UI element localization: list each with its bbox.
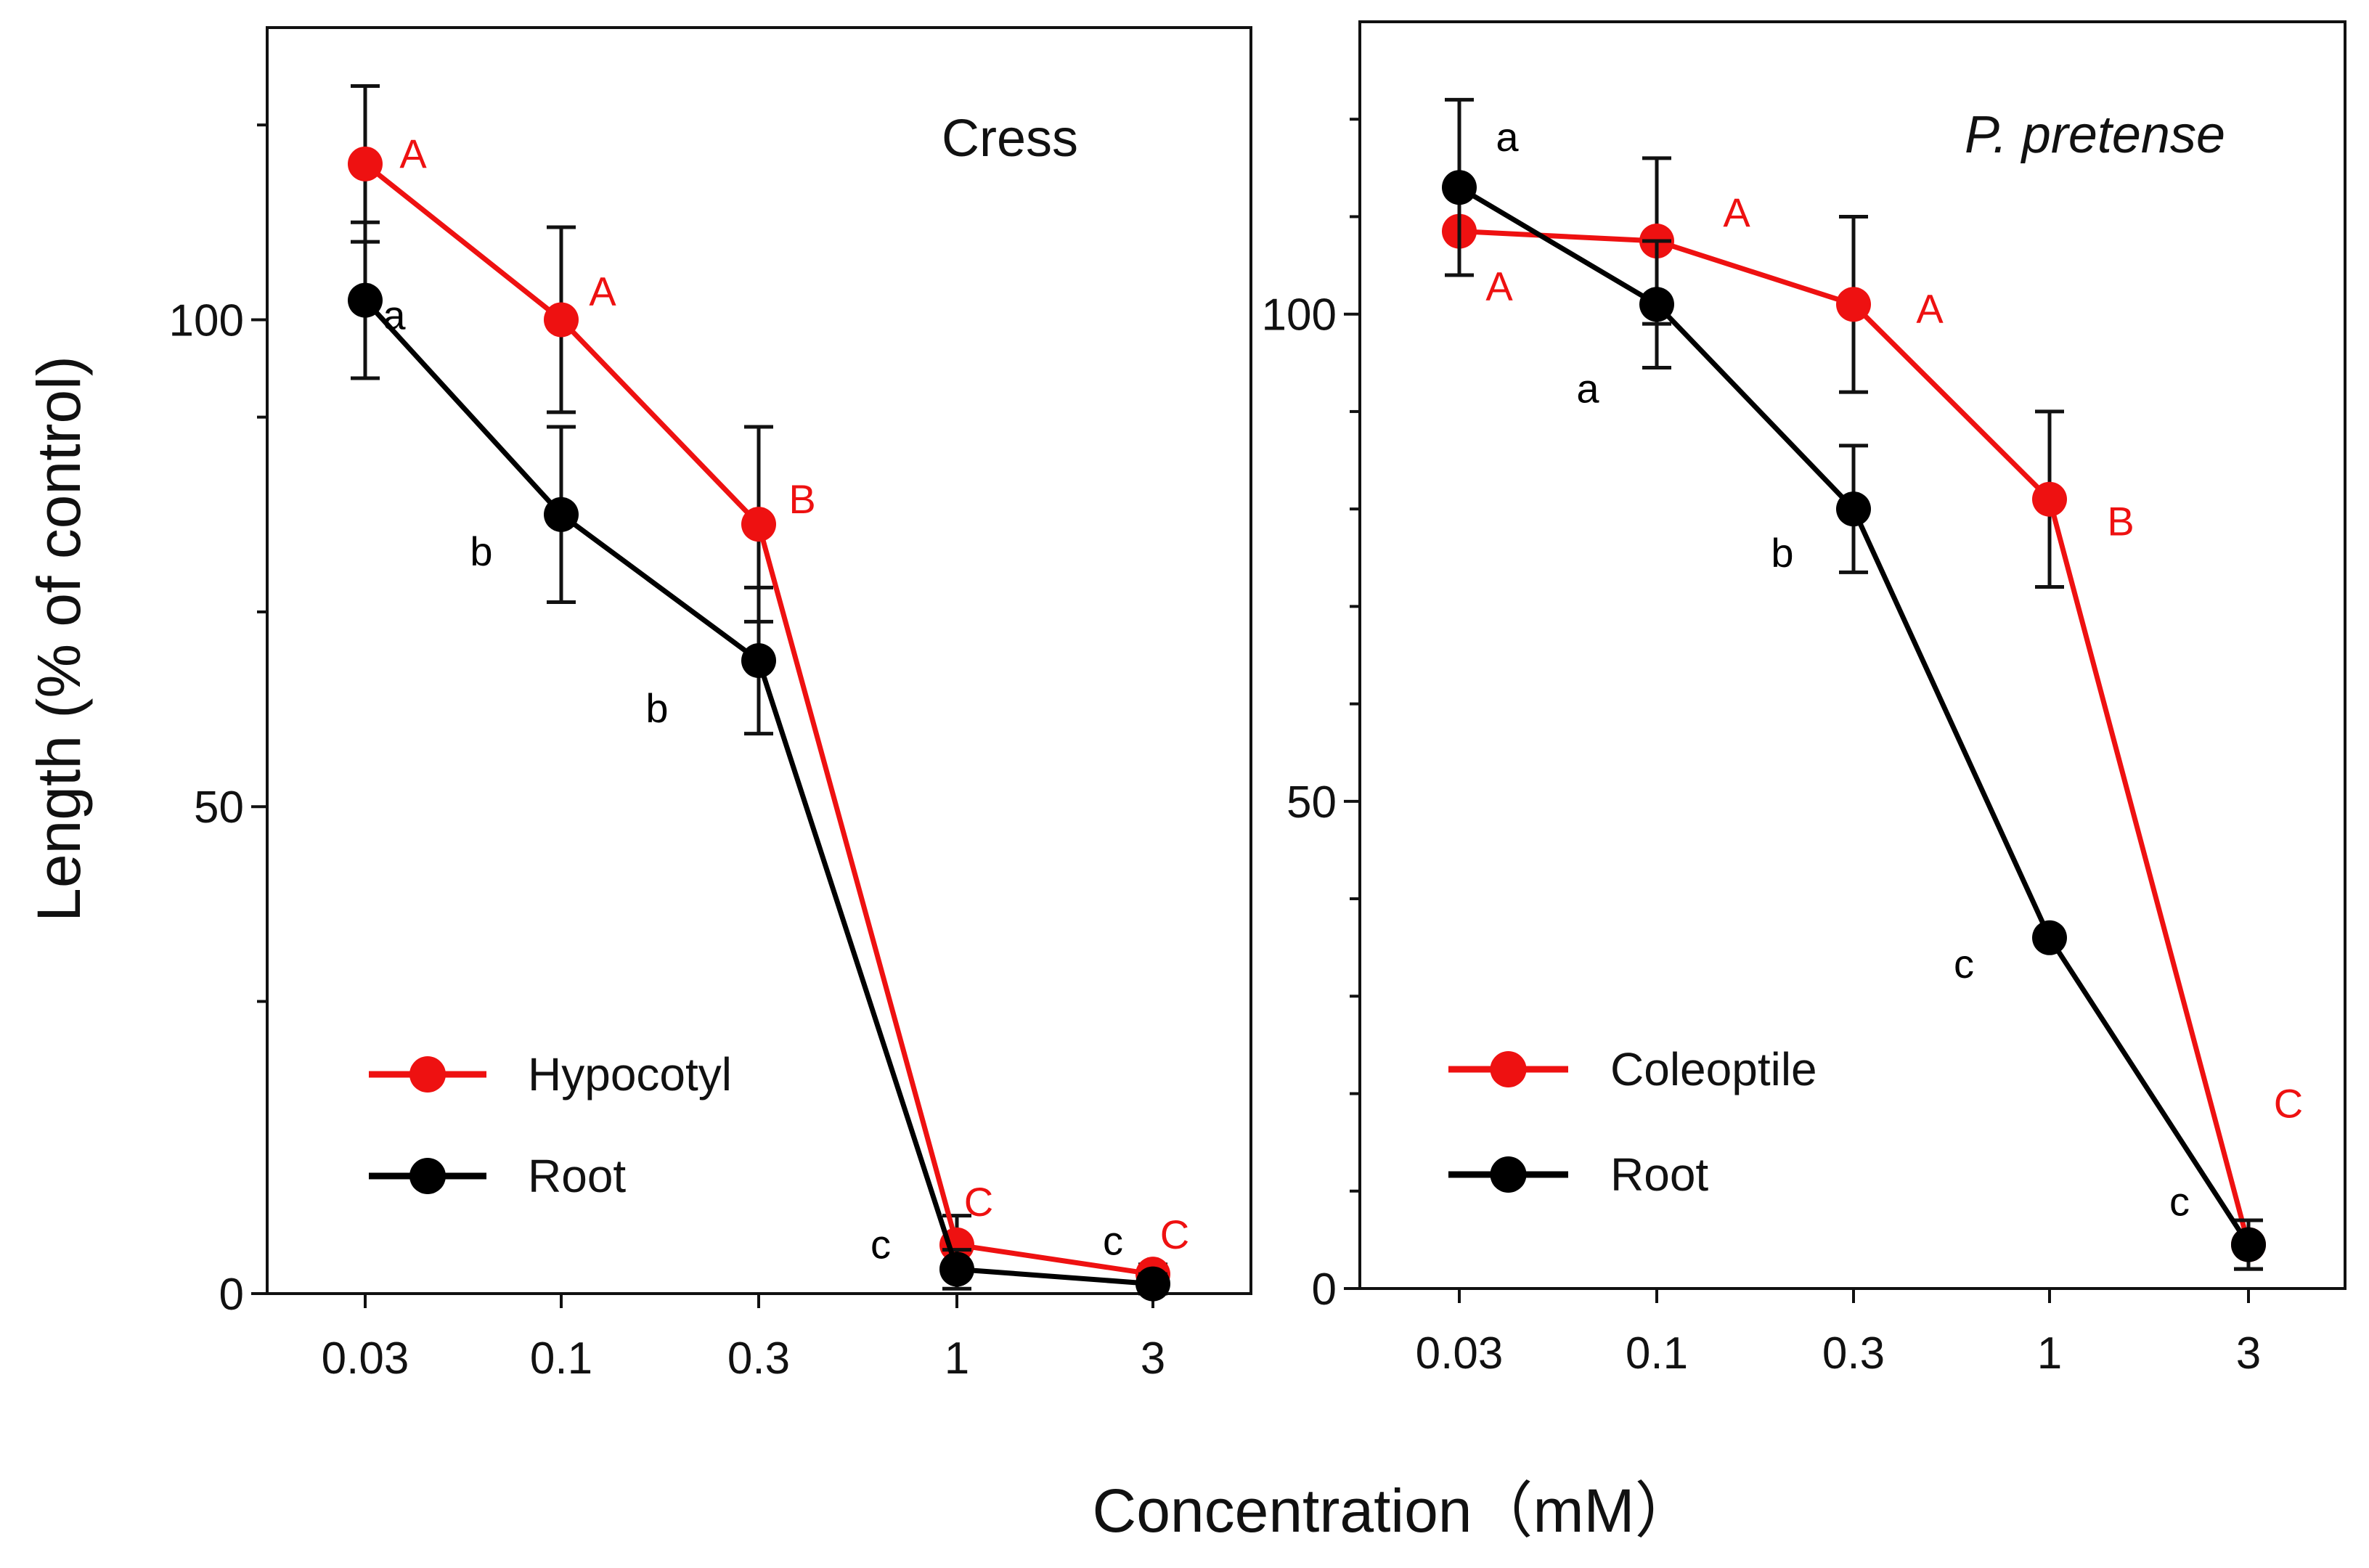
x-tick-label: 0.3	[727, 1334, 790, 1384]
data-point	[2032, 481, 2067, 517]
series-hypocotyl: A A B C C	[348, 83, 1189, 1292]
data-point	[348, 146, 383, 181]
x-tick-label: 1	[2037, 1328, 2062, 1379]
data-point	[544, 497, 579, 532]
legend-marker	[409, 1158, 446, 1194]
y-tick-label: 100	[1262, 290, 1337, 340]
significance-letter: c	[870, 1221, 891, 1267]
data-point	[1135, 1266, 1170, 1302]
significance-letter: A	[589, 268, 616, 314]
significance-letter: C	[2274, 1081, 2303, 1127]
significance-letter: A	[399, 131, 427, 176]
panels: 0 50 100 0.03 0.1 0.3 1 3 Cress A A B C C Hypocotyl a b b…	[169, 20, 2346, 1384]
chart-panel-1: 0 50 100 0.03 0.1 0.3 1 3 Cress A A B C C Hypocotyl a b b…	[169, 26, 1252, 1384]
x-tick-label: 3	[2236, 1328, 2261, 1379]
y-tick-label: 100	[169, 295, 244, 346]
data-point	[939, 1251, 974, 1287]
y-tick-label: 0	[1312, 1265, 1337, 1315]
data-point	[741, 643, 776, 678]
data-point	[1442, 170, 1477, 205]
data-point	[1639, 287, 1674, 322]
x-tick-label: 0.03	[1416, 1328, 1504, 1379]
legend-label: Root	[1610, 1148, 1708, 1201]
legend-marker	[1490, 1156, 1527, 1193]
significance-letter: a	[1576, 365, 1599, 411]
y-tick-label: 50	[1287, 777, 1337, 828]
data-point	[1836, 287, 1871, 322]
legend-label: Hypocotyl	[528, 1048, 732, 1101]
legend-entry-coleoptile: Coleoptile	[1448, 1043, 1817, 1095]
significance-letter: C	[964, 1179, 993, 1225]
data-point	[544, 302, 579, 338]
significance-letter: B	[788, 476, 815, 522]
significance-letter: a	[383, 293, 406, 338]
significance-letter: c	[1954, 941, 1974, 987]
significance-letter: c	[2169, 1179, 2190, 1225]
data-point	[1836, 491, 1871, 527]
significance-letter: B	[2107, 499, 2134, 544]
y-axis-title: Length (% of control)	[25, 356, 93, 922]
significance-letter: b	[1771, 530, 1793, 576]
legend-label: Root	[528, 1150, 626, 1202]
legend-entry-hypocotyl: Hypocotyl	[369, 1048, 732, 1101]
x-tick-label: 0.3	[1822, 1328, 1885, 1379]
x-axis-title: Concentration（mM）	[1093, 1477, 1696, 1545]
chart-panel-2: 0 50 100 0.03 0.1 0.3 1 3 P. pretense A A A B C Coleop…	[1262, 20, 2346, 1379]
data-point	[741, 507, 776, 542]
significance-letter: b	[645, 685, 668, 731]
significance-letter: A	[1723, 189, 1750, 235]
panel-title: P. pretense	[1965, 106, 2225, 164]
x-tick-label: 0.1	[530, 1334, 592, 1384]
x-tick-label: 3	[1141, 1334, 1165, 1384]
series-root: a a b c c	[1442, 97, 2266, 1271]
legend-entry-root: Root	[1448, 1148, 1708, 1201]
y-tick-label: 0	[219, 1270, 244, 1320]
significance-letter: C	[1160, 1212, 1189, 1257]
significance-letter: c	[1103, 1218, 1123, 1264]
panel-title: Cress	[942, 110, 1078, 168]
y-tick-label: 50	[194, 783, 244, 833]
significance-letter: b	[470, 528, 492, 574]
legend-label: Coleoptile	[1610, 1043, 1817, 1095]
data-point	[348, 282, 383, 318]
data-point	[2032, 920, 2067, 955]
series-root: a b b c c	[348, 220, 1170, 1302]
significance-letter: A	[1916, 285, 1944, 331]
data-point	[2231, 1227, 2266, 1262]
significance-letter: a	[1496, 114, 1519, 160]
legend-marker	[1490, 1051, 1527, 1087]
legend-marker	[409, 1056, 446, 1093]
x-tick-label: 0.1	[1626, 1328, 1688, 1379]
x-tick-label: 0.03	[322, 1334, 409, 1384]
significance-letter: A	[1485, 264, 1513, 309]
x-tick-label: 1	[945, 1334, 969, 1384]
legend-entry-root: Root	[369, 1150, 626, 1202]
